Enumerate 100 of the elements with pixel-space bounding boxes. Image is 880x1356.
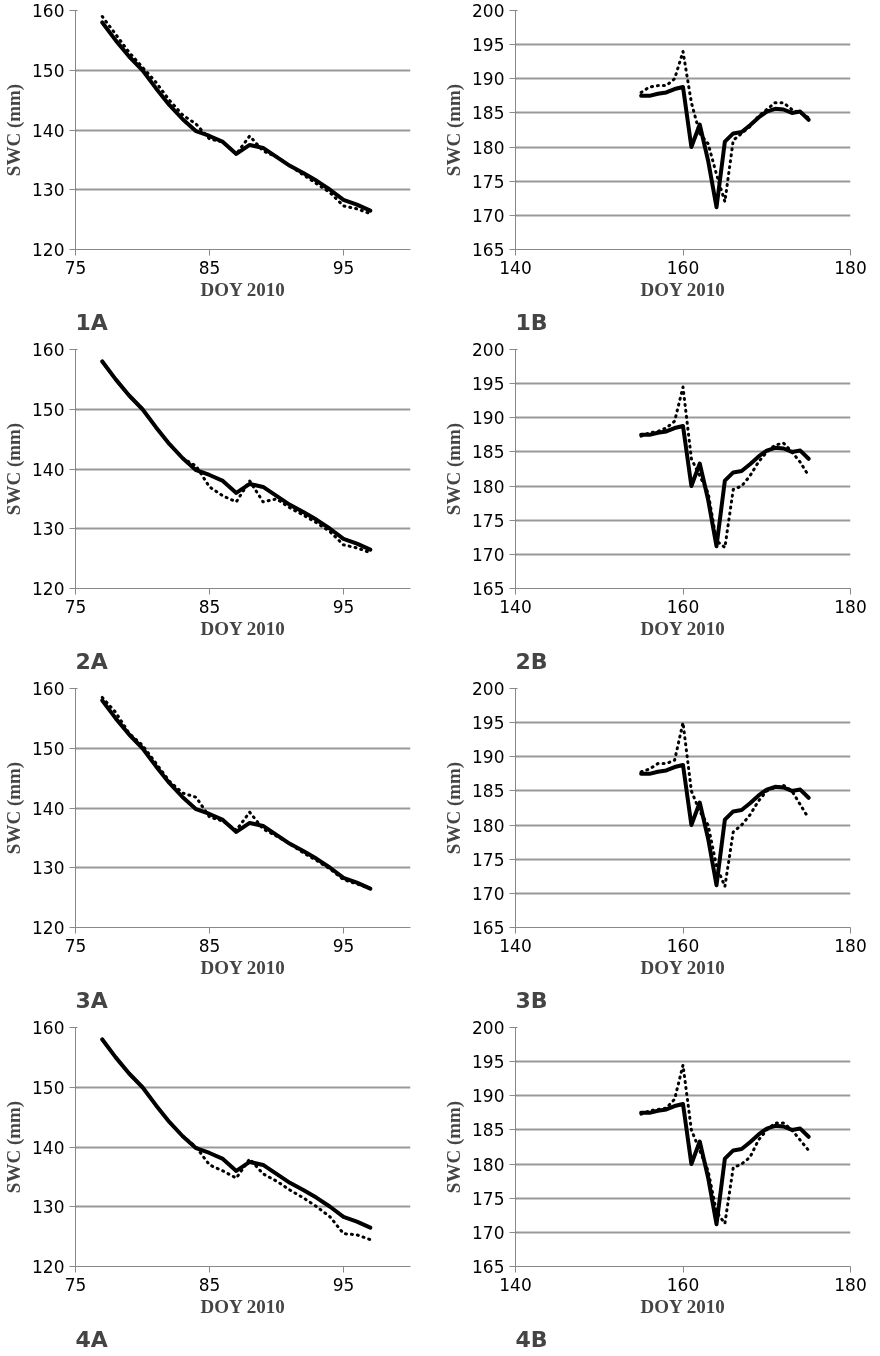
x-tick-label: 95	[332, 596, 355, 617]
y-tick-label: 170	[472, 205, 505, 226]
y-tick-label: 120	[32, 918, 65, 938]
y-tick-label: 175	[472, 1188, 505, 1209]
y-tick-label: 180	[472, 476, 505, 497]
y-tick-label: 190	[472, 69, 505, 90]
x-tick-label: 180	[834, 935, 867, 956]
y-tick-label: 120	[32, 240, 65, 260]
y-tick-label: 175	[472, 510, 505, 531]
y-tick-label: 185	[472, 103, 505, 124]
y-axis-title: SWC (mm)	[3, 83, 26, 177]
text: 4A	[75, 1326, 108, 1352]
x-tick-label: 75	[64, 935, 87, 956]
y-tick-label: 165	[472, 918, 505, 938]
y-tick-label: 175	[472, 171, 505, 192]
x-axis-title: DOY 2010	[200, 617, 285, 639]
x-tick-label: 85	[198, 596, 221, 617]
y-tick-label: 160	[32, 340, 65, 360]
y-tick-label: 130	[32, 180, 65, 201]
x-tick-label: 140	[499, 257, 532, 278]
y-tick-label: 150	[32, 738, 65, 759]
y-tick-label: 175	[472, 849, 505, 870]
x-axis-title: DOY 2010	[200, 956, 285, 978]
x-tick-label: 180	[834, 257, 867, 278]
y-tick-label: 170	[472, 1222, 505, 1243]
y-tick-label: 150	[32, 60, 65, 81]
y-tick-label: 165	[472, 1257, 505, 1277]
y-tick-label: 185	[472, 781, 505, 802]
x-tick-label: 75	[64, 257, 87, 278]
y-tick-label: 170	[472, 544, 505, 565]
y-tick-label: 120	[32, 579, 65, 599]
text: 2B	[515, 648, 548, 674]
y-tick-label: 200	[472, 1018, 505, 1038]
text: 3B	[515, 987, 548, 1013]
y-axis-title: SWC (mm)	[443, 83, 466, 177]
y-tick-label: 160	[32, 679, 65, 699]
x-tick-label: 75	[64, 1274, 87, 1295]
y-tick-label: 185	[472, 1120, 505, 1141]
y-tick-label: 140	[32, 1137, 65, 1158]
x-axis-title: DOY 2010	[640, 617, 725, 639]
x-tick-label: 140	[499, 935, 532, 956]
x-tick-label: 160	[666, 1274, 700, 1295]
text: 4B	[515, 1326, 548, 1352]
y-axis-title: SWC (mm)	[443, 422, 466, 516]
x-tick-label: 160	[666, 596, 700, 617]
x-axis-title: DOY 2010	[640, 278, 725, 300]
y-tick-label: 160	[32, 1, 65, 21]
y-axis-title: SWC (mm)	[443, 1100, 466, 1194]
y-axis-title: SWC (mm)	[3, 761, 26, 855]
x-axis-title: DOY 2010	[200, 1295, 285, 1317]
y-tick-label: 140	[32, 798, 65, 819]
text: 1B	[515, 309, 548, 335]
x-tick-label: 180	[834, 596, 867, 617]
x-tick-label: 85	[198, 257, 221, 278]
y-tick-label: 200	[472, 679, 505, 699]
y-axis-title: SWC (mm)	[3, 422, 26, 516]
y-tick-label: 185	[472, 442, 505, 463]
x-axis-title: DOY 2010	[640, 1295, 725, 1317]
y-tick-label: 170	[472, 883, 505, 904]
y-tick-label: 180	[472, 137, 505, 158]
x-tick-label: 95	[332, 935, 355, 956]
x-tick-label: 160	[666, 935, 700, 956]
y-tick-label: 140	[32, 120, 65, 141]
x-tick-label: 95	[332, 1274, 355, 1295]
text: 1A	[75, 309, 108, 335]
y-axis-title: SWC (mm)	[3, 1100, 26, 1194]
text: 2A	[75, 648, 108, 674]
y-tick-label: 150	[32, 399, 65, 420]
y-tick-label: 195	[472, 35, 505, 56]
y-tick-label: 130	[32, 1197, 65, 1218]
x-tick-label: 180	[834, 1274, 867, 1295]
y-tick-label: 140	[32, 459, 65, 480]
y-tick-label: 195	[472, 374, 505, 395]
x-axis-title: DOY 2010	[640, 956, 725, 978]
x-tick-label: 85	[198, 1274, 221, 1295]
y-tick-label: 120	[32, 1257, 65, 1277]
x-tick-label: 95	[332, 257, 355, 278]
y-axis-title: SWC (mm)	[443, 761, 466, 855]
x-tick-label: 75	[64, 596, 87, 617]
y-tick-label: 195	[472, 713, 505, 734]
y-tick-label: 200	[472, 1, 505, 21]
y-tick-label: 180	[472, 1154, 505, 1175]
y-tick-label: 165	[472, 579, 505, 599]
y-tick-label: 130	[32, 858, 65, 879]
x-tick-label: 140	[499, 1274, 532, 1295]
text: 3A	[75, 987, 108, 1013]
y-tick-label: 190	[472, 747, 505, 768]
y-tick-label: 150	[32, 1077, 65, 1098]
y-tick-label: 190	[472, 1086, 505, 1107]
x-tick-label: 160	[666, 257, 700, 278]
x-tick-label: 140	[499, 596, 532, 617]
x-tick-label: 85	[198, 935, 221, 956]
y-tick-label: 200	[472, 340, 505, 360]
y-tick-label: 190	[472, 408, 505, 429]
y-tick-label: 195	[472, 1052, 505, 1073]
y-tick-label: 165	[472, 240, 505, 260]
y-tick-label: 130	[32, 519, 65, 540]
y-tick-label: 160	[32, 1018, 65, 1038]
x-axis-title: DOY 2010	[200, 278, 285, 300]
y-tick-label: 180	[472, 815, 505, 836]
